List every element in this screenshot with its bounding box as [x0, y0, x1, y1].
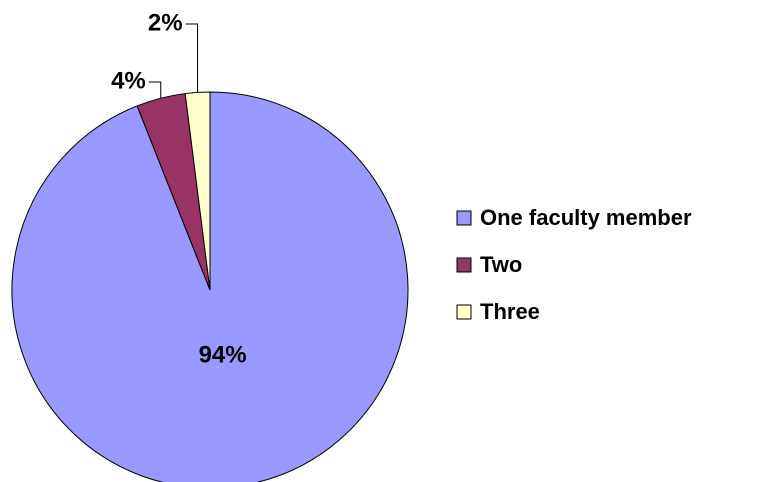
legend-swatch: [456, 304, 472, 320]
data-label: 2%: [148, 9, 183, 36]
legend-swatch: [456, 210, 472, 226]
data-label: 94%: [199, 341, 247, 368]
leader-line: [148, 81, 162, 99]
legend-label: One faculty member: [480, 205, 692, 230]
pie-slice: [11, 91, 409, 482]
data-label: 4%: [111, 67, 146, 94]
legend-label: Two: [480, 252, 522, 277]
legend-label: Three: [480, 299, 540, 324]
legend-swatch: [456, 257, 472, 273]
leader-line: [185, 23, 199, 93]
